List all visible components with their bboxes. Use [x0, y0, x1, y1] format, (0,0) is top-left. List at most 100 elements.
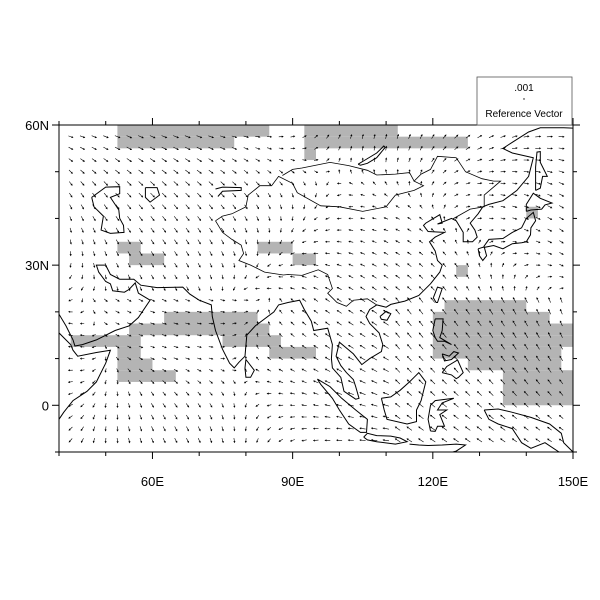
wind-vector	[278, 427, 284, 430]
wind-vector	[558, 170, 565, 174]
wind-vector	[371, 240, 377, 243]
wind-vector	[289, 264, 295, 267]
wind-vector	[558, 415, 564, 419]
wind-vector	[128, 286, 131, 292]
wind-vector	[221, 239, 224, 245]
wind-vector	[184, 135, 191, 139]
wind-vector	[382, 439, 390, 442]
wind-vector	[221, 251, 224, 257]
wind-vector	[430, 403, 436, 408]
wind-vector	[67, 392, 73, 395]
wind-vector	[151, 426, 154, 432]
wind-vector	[488, 170, 495, 173]
wind-vector	[150, 298, 156, 302]
shaded-cell	[432, 323, 573, 336]
wind-vector	[348, 286, 354, 291]
wind-vector	[174, 437, 178, 444]
wind-vector	[500, 402, 506, 408]
wind-vector	[453, 391, 459, 396]
wind-vector	[453, 332, 459, 338]
wind-vector	[91, 357, 96, 360]
wind-vector	[127, 251, 131, 257]
wind-vector	[232, 193, 237, 198]
wind-vector	[103, 135, 109, 139]
wind-vector	[559, 216, 564, 221]
wind-vector	[430, 320, 435, 327]
wind-vector	[313, 275, 319, 278]
wind-vector	[512, 308, 517, 315]
wind-vector	[208, 322, 214, 325]
wind-vector	[104, 298, 108, 302]
wind-vector	[221, 274, 224, 280]
wind-vector	[255, 158, 261, 162]
wind-vector	[174, 380, 178, 384]
wind-vector	[547, 343, 552, 350]
wind-vector	[291, 181, 295, 186]
wind-vector	[115, 216, 120, 222]
wind-vector	[466, 285, 470, 291]
wind-vector	[186, 274, 189, 280]
wind-vector	[313, 392, 319, 395]
wind-vector	[68, 299, 73, 302]
wind-vector	[430, 332, 435, 338]
wind-vector	[233, 286, 236, 291]
wind-vector	[278, 287, 284, 290]
wind-vector	[232, 310, 237, 313]
wind-vector	[547, 286, 552, 290]
wind-vector	[488, 147, 495, 150]
wind-vector	[290, 321, 295, 326]
wind-vector	[488, 414, 494, 420]
wind-vector	[547, 217, 553, 220]
wind-vector	[350, 145, 353, 151]
wind-vector	[523, 426, 529, 431]
wind-vector	[221, 426, 224, 432]
wind-vector	[92, 391, 96, 396]
wind-vector	[477, 146, 483, 150]
wind-vector	[185, 368, 190, 372]
wind-vector	[477, 228, 482, 232]
wind-vector	[138, 192, 144, 198]
wind-vector	[197, 263, 201, 268]
wind-vector	[150, 322, 156, 325]
wind-vector	[67, 369, 73, 372]
lake-balkhash	[215, 186, 242, 197]
wind-vector	[383, 309, 389, 314]
wind-vector	[326, 134, 330, 139]
wind-vector	[442, 344, 447, 350]
wind-vector	[196, 158, 203, 162]
wind-vector	[477, 367, 482, 373]
wind-vector	[523, 414, 529, 420]
wind-vector	[512, 297, 517, 303]
wind-vector	[289, 275, 295, 278]
x-tick-label: 60E	[141, 474, 164, 489]
wind-vector	[336, 403, 343, 407]
wind-vector	[80, 426, 84, 432]
wind-vector	[289, 427, 295, 430]
wind-vector	[196, 169, 202, 174]
wind-vector	[127, 192, 132, 198]
wind-vector	[465, 205, 471, 208]
wind-vector	[477, 308, 482, 315]
wind-vector	[385, 157, 388, 163]
wind-vector	[185, 403, 190, 408]
wind-vector	[80, 310, 85, 314]
wind-vector	[301, 439, 307, 442]
wind-vector	[267, 147, 272, 150]
wind-vector	[69, 263, 72, 268]
wind-vector	[442, 309, 447, 315]
wind-vector	[348, 240, 354, 243]
wind-vector	[221, 227, 225, 233]
wind-vector	[149, 158, 156, 162]
wind-vector	[360, 205, 365, 208]
wind-vector	[512, 147, 518, 150]
wind-vector	[161, 310, 167, 314]
wind-vector	[324, 287, 331, 290]
wind-vector	[558, 159, 565, 162]
shaded-cell	[304, 136, 468, 149]
wind-vector	[162, 286, 166, 291]
wind-vector	[558, 135, 565, 138]
wind-vector	[290, 309, 295, 314]
wind-vector	[371, 321, 378, 326]
wind-vector	[535, 217, 541, 220]
wind-vector	[104, 345, 107, 350]
